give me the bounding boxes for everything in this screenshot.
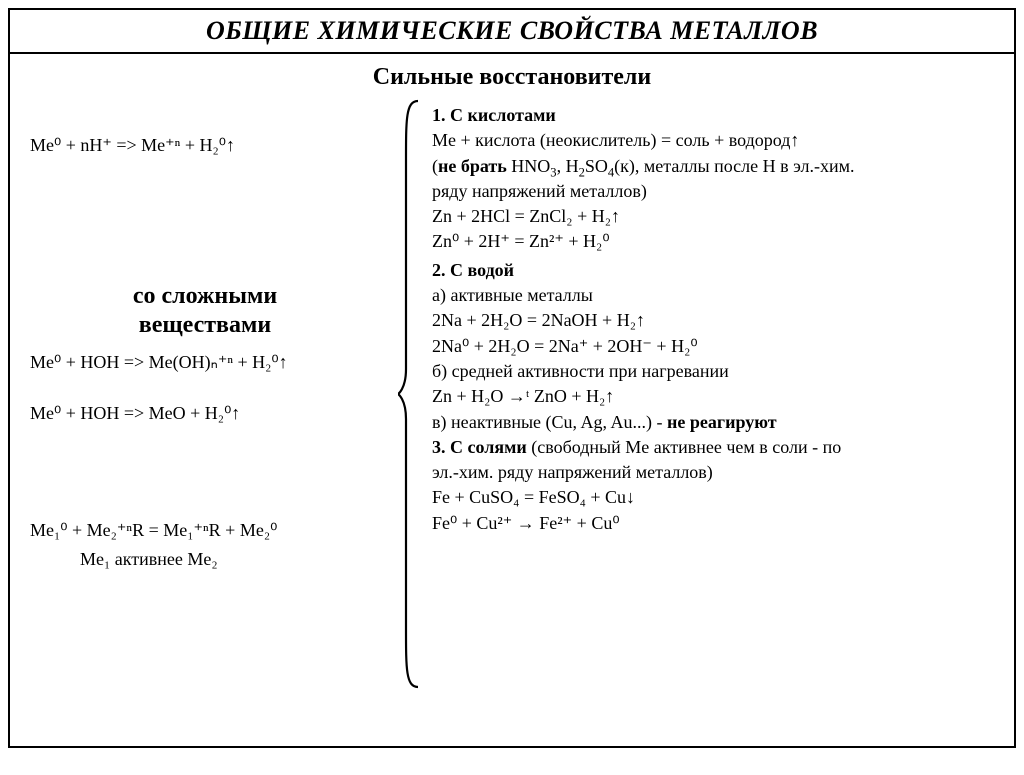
left-heading-line2: веществами (139, 312, 271, 338)
sec2-c-pre: в) неактивные (Cu, Ag, Au...) - (432, 412, 667, 432)
left-eq-3: Me⁰ + HOH => MeO + H₂⁰↑ (30, 403, 390, 424)
sec3-line1: эл.-хим. ряду напряжений металлов) (432, 460, 1004, 484)
left-eq-2: Me⁰ + HOH => Me(OH)ₙ⁺ⁿ + H₂⁰↑ (30, 352, 390, 373)
page-subtitle: Сильные восстановители (10, 64, 1014, 91)
right-column: 1. С кислотами Me + кислота (неокислител… (422, 99, 1004, 576)
curly-brace-icon (398, 99, 422, 689)
left-eq-4: Me₁⁰ + Me₂⁺ⁿR = Me₁⁺ⁿR + Me₂⁰ (30, 520, 390, 541)
sec1-line5: Zn⁰ + 2H⁺ = Zn²⁺ + H₂⁰ (432, 229, 1004, 253)
sec2-c-bold: не реагируют (667, 412, 777, 432)
sec1-nebraty: не брать (438, 156, 507, 176)
left-heading-line1: со сложными (133, 283, 277, 309)
sec1-line3: ряду напряжений металлов) (432, 179, 1004, 203)
left-eq-1: Me⁰ + nH⁺ => Me⁺ⁿ + H₂⁰↑ (30, 135, 390, 156)
left-eq-4b: Me₁ активнее Me₂ (80, 549, 390, 570)
brace-column (398, 99, 422, 576)
sec2-head: 2. С водой (432, 258, 1004, 282)
sec1-line1: Me + кислота (неокислитель) = соль + вод… (432, 128, 1004, 152)
sec2-a2: 2Na⁰ + 2H₂O = 2Na⁺ + 2OH⁻ + H₂⁰ (432, 334, 1004, 358)
sec3-head-rest: (свободный Me активнее чем в соли - по (531, 437, 841, 457)
left-heading: со сложными веществами (20, 282, 390, 340)
sec3-head: 3. С солями (свободный Me активнее чем в… (432, 435, 1004, 459)
content-row: Me⁰ + nH⁺ => Me⁺ⁿ + H₂⁰↑ со сложными вещ… (10, 99, 1014, 576)
page-frame: ОБЩИЕ ХИМИЧЕСКИЕ СВОЙСТВА МЕТАЛЛОВ Сильн… (8, 8, 1016, 748)
sec1-head: 1. С кислотами (432, 103, 1004, 127)
sec2-a1: 2Na + 2H₂O = 2NaOH + H₂↑ (432, 308, 1004, 332)
sec2-b1: Zn + H₂O →ᵗ ZnO + H₂↑ (432, 384, 1004, 408)
sec1-line2: (не брать HNO3, H2SO4(к), металлы после … (432, 154, 1004, 178)
sec3-line2: Fe + CuSO₄ = FeSO₄ + Cu↓ (432, 485, 1004, 509)
sec3-line3: Fe⁰ + Cu²⁺ → Fe²⁺ + Cu⁰ (432, 511, 1004, 535)
sec3-head-pre: 3. С солями (432, 437, 531, 457)
left-column: Me⁰ + nH⁺ => Me⁺ⁿ + H₂⁰↑ со сложными вещ… (20, 99, 398, 576)
sec1-line4: Zn + 2HCl = ZnCl₂ + H₂↑ (432, 204, 1004, 228)
sec2-c: в) неактивные (Cu, Ag, Au...) - не реаги… (432, 410, 1004, 434)
sec2-a: а) активные металлы (432, 283, 1004, 307)
page-title: ОБЩИЕ ХИМИЧЕСКИЕ СВОЙСТВА МЕТАЛЛОВ (10, 10, 1014, 54)
sec2-b: б) средней активности при нагревании (432, 359, 1004, 383)
